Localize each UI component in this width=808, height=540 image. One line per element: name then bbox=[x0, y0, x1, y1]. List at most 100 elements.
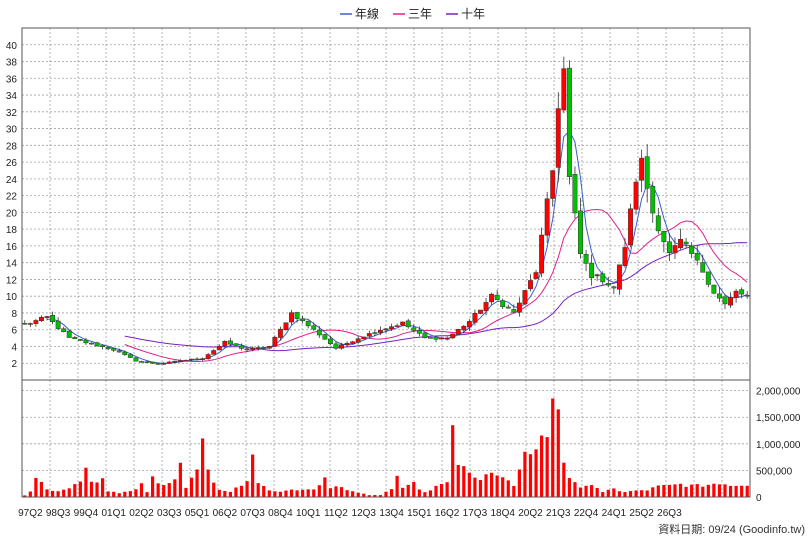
candle-body bbox=[194, 358, 200, 361]
volume-bar bbox=[284, 490, 288, 497]
volume-tick-label: 2,000,000 bbox=[756, 387, 801, 398]
volume-bar bbox=[139, 483, 144, 497]
volume-bar bbox=[212, 482, 216, 497]
volume-bar bbox=[100, 478, 105, 497]
x-tick-label: 05Q1 bbox=[185, 508, 210, 519]
price-tick-label: 16 bbox=[6, 242, 18, 253]
volume-bar bbox=[717, 484, 722, 497]
x-tick-label: 12Q3 bbox=[352, 508, 377, 519]
volume-bar bbox=[740, 485, 744, 497]
volume-bar bbox=[34, 477, 38, 497]
volume-bar bbox=[651, 487, 655, 497]
volume-bar bbox=[406, 484, 410, 497]
volume-bar bbox=[501, 477, 505, 497]
candle-body bbox=[439, 337, 445, 340]
volume-bar bbox=[239, 485, 244, 497]
candle-body bbox=[89, 342, 94, 345]
candle-body bbox=[700, 262, 706, 273]
x-tick-label: 11Q2 bbox=[324, 508, 348, 519]
volume-bar bbox=[601, 492, 605, 497]
candle-body bbox=[266, 346, 272, 349]
volume-bar bbox=[167, 483, 171, 497]
x-tick-label: 24Q1 bbox=[602, 508, 627, 519]
candle-body bbox=[261, 346, 267, 349]
candle-body bbox=[55, 320, 61, 329]
candle-body bbox=[72, 337, 78, 340]
volume-bar bbox=[467, 472, 471, 497]
volume-bar bbox=[656, 485, 660, 497]
candle-body bbox=[444, 337, 450, 340]
candle-body bbox=[77, 339, 83, 341]
volume-bar bbox=[528, 454, 533, 497]
candle-body bbox=[428, 337, 433, 339]
candle-body bbox=[144, 361, 150, 363]
volume-bar bbox=[62, 489, 66, 497]
volume-bar bbox=[289, 489, 294, 497]
volume-bar bbox=[78, 481, 82, 497]
candle-body bbox=[122, 351, 128, 355]
candle-body bbox=[27, 323, 33, 325]
candle-body bbox=[494, 294, 500, 301]
volume-axis: 0 500,000 1,000,000 1,500,000 2,000,000 bbox=[756, 387, 801, 504]
x-tick-label: 97Q2 bbox=[18, 508, 43, 519]
volume-bar bbox=[178, 462, 182, 497]
candle-body bbox=[83, 339, 89, 344]
volume-tick-label: 1,500,000 bbox=[756, 413, 801, 424]
x-tick-label: 98Q3 bbox=[46, 508, 71, 519]
candle-body bbox=[389, 326, 395, 330]
candle-body bbox=[66, 330, 72, 338]
candle-body bbox=[655, 215, 661, 232]
candle-body bbox=[461, 325, 467, 331]
volume-bar bbox=[484, 474, 488, 497]
volume-bar bbox=[256, 483, 260, 497]
candle-body bbox=[483, 302, 489, 312]
candle-body bbox=[272, 336, 278, 347]
volume-bar bbox=[728, 485, 733, 497]
x-tick-label: 15Q1 bbox=[407, 508, 432, 519]
volume-bar bbox=[456, 464, 460, 497]
candle-body bbox=[400, 321, 406, 326]
volume-bar bbox=[551, 398, 555, 497]
candle-body bbox=[189, 358, 194, 361]
price-tick-label: 30 bbox=[6, 125, 18, 136]
candle-body bbox=[544, 198, 550, 236]
volume-bar bbox=[95, 482, 99, 497]
candle-body bbox=[211, 350, 217, 355]
candle-body bbox=[683, 241, 689, 245]
candle-body bbox=[44, 316, 50, 318]
candle-body bbox=[205, 354, 211, 360]
volume-bar bbox=[301, 489, 305, 497]
candle-body bbox=[244, 348, 250, 351]
volume-bar bbox=[334, 486, 338, 497]
price-tick-label: 24 bbox=[6, 175, 18, 186]
volume-tick-label: 500,000 bbox=[756, 466, 793, 477]
x-tick-label: 07Q3 bbox=[240, 508, 265, 519]
volume-bar bbox=[451, 425, 455, 497]
candle-body bbox=[355, 338, 361, 343]
candle-body bbox=[744, 294, 750, 297]
candle-body bbox=[139, 361, 144, 363]
volume-bar bbox=[690, 484, 694, 497]
price-tick-label: 40 bbox=[6, 41, 18, 52]
volume-bar bbox=[267, 490, 271, 497]
candle-body bbox=[344, 343, 350, 345]
source-label: 資料日期: 09/24 (Goodinfo.tw) bbox=[658, 522, 805, 536]
volume-tick-label: 0 bbox=[756, 493, 762, 504]
volume-bar bbox=[245, 481, 249, 497]
candle-body bbox=[500, 300, 506, 308]
candle-body bbox=[733, 290, 739, 298]
volume-bar bbox=[328, 488, 333, 497]
price-tick-label: 12 bbox=[6, 275, 18, 286]
volume-bar bbox=[339, 487, 344, 497]
volume-bar bbox=[417, 489, 421, 497]
candle-body bbox=[466, 321, 472, 328]
candle-body bbox=[505, 306, 511, 309]
price-tick-label: 36 bbox=[6, 74, 18, 85]
volume-bar bbox=[162, 485, 166, 497]
volume-bar bbox=[567, 478, 571, 497]
candle-body bbox=[578, 210, 583, 254]
chart-legend: 年線 三年 十年 bbox=[340, 6, 485, 21]
volume-bar bbox=[251, 454, 255, 497]
candle-body bbox=[105, 346, 111, 350]
